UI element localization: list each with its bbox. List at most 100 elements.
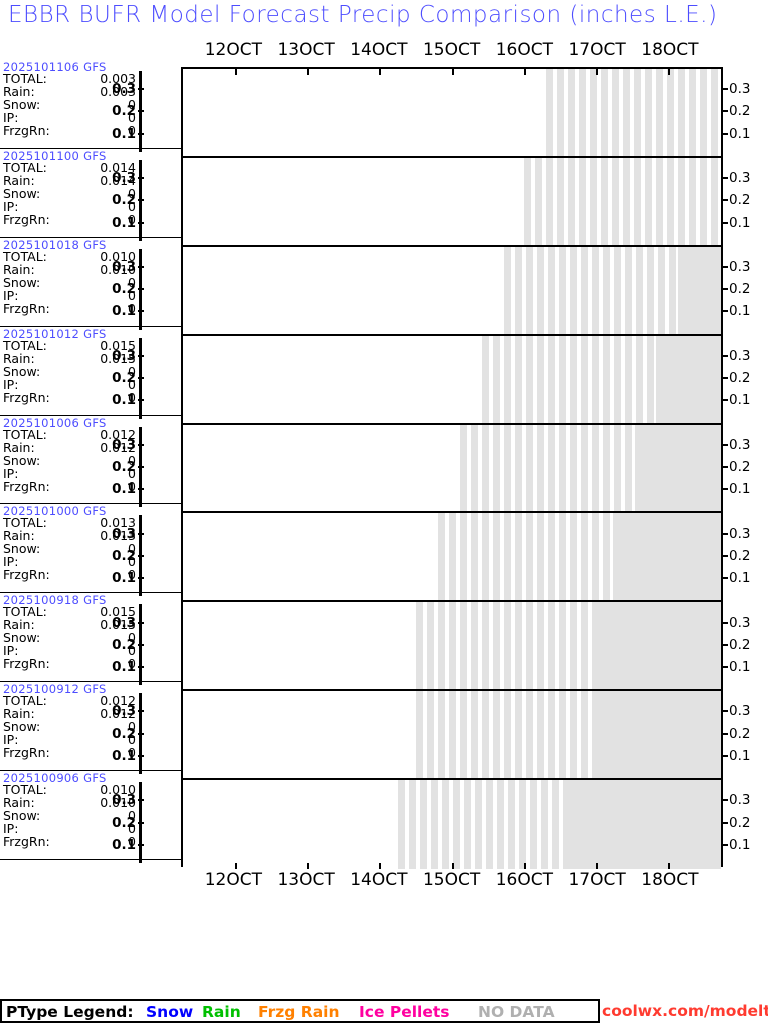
- y-tick-right-0.2: [723, 554, 728, 557]
- run-value-row-frzgrn: FrzgRn: 0: [3, 391, 136, 404]
- run-value-row-frzgrn: FrzgRn: 0: [3, 213, 136, 226]
- run-value-row-total: TOTAL: 0.010: [3, 783, 136, 796]
- run-value-label-total: TOTAL:: [3, 515, 47, 531]
- run-value-label-total: TOTAL:: [3, 71, 47, 86]
- run-value-label-total: TOTAL:: [3, 337, 47, 353]
- run-values-2025101000: TOTAL: 0.013 Rain: 0.013 Snow: 0 IP: 0 FrzgRn: 0: [3, 516, 136, 581]
- y-tick-right-0.2: [723, 110, 728, 113]
- y-label-right-0.2: 0.2: [729, 636, 751, 653]
- y-label-right-0.2: 0.2: [729, 814, 751, 831]
- run-value-label-total: TOTAL:: [3, 248, 47, 264]
- run-value-label-ip: IP:: [3, 376, 19, 392]
- run-info-block-2025101000: 2025101000 GFS TOTAL: 0.013 Rain: 0.013 Snow:…: [0, 504, 181, 594]
- y-label-left-0.2: 0.2: [112, 547, 136, 564]
- run-info-block-2025101106: 2025101106 GFS TOTAL: 0.003 Rain: 0.003 Snow:…: [0, 60, 181, 149]
- xtick-label-bottom-13oct: 13OCT: [277, 870, 335, 890]
- y-tick-left-0.3: [138, 354, 144, 357]
- legend-title: PType Legend:: [6, 1003, 134, 1021]
- y-axis-right-2025101000: 0.3 0.2 0.1: [723, 511, 768, 600]
- xtick-mark-top-17oct: [596, 69, 599, 75]
- y-axis-right-2025101100: 0.3 0.2 0.1: [723, 156, 768, 245]
- run-value-row-rain: Rain: 0.010: [3, 263, 136, 276]
- y-tick-left-0.2: [138, 288, 144, 291]
- y-tick-right-0.3: [723, 265, 728, 268]
- y-label-left-0.2: 0.2: [112, 370, 136, 387]
- run-value-label-snow: Snow:: [3, 363, 41, 379]
- run-value-label-total: TOTAL:: [3, 782, 47, 798]
- run-value-amount-total: 0.010: [100, 248, 136, 264]
- run-value-label-rain: Rain:: [3, 617, 35, 633]
- xtick-label-bottom-16oct: 16OCT: [495, 870, 554, 890]
- y-tick-left-0.3: [138, 88, 144, 91]
- run-value-row-ip: IP: 0: [3, 733, 136, 746]
- nodata-solid-region: [656, 335, 721, 423]
- y-label-left-0.1: 0.1: [112, 481, 136, 498]
- y-label-left-0.3: 0.3: [112, 170, 136, 187]
- run-value-amount-snow: 0: [128, 185, 136, 201]
- y-axis-right-2025101006: 0.3 0.2 0.1: [723, 423, 768, 512]
- run-info-block-2025100906: 2025100906 GFS TOTAL: 0.010 Rain: 0.010 Snow:…: [0, 771, 181, 860]
- run-value-label-snow: Snow:: [3, 185, 41, 201]
- y-axis-left-2025101106: 0.3 0.2 0.1: [100, 67, 144, 156]
- y-label-right-0.2: 0.2: [729, 103, 751, 120]
- run-values-2025100906: TOTAL: 0.010 Rain: 0.010 Snow: 0 IP: 0 FrzgRn: 0: [3, 783, 136, 848]
- run-value-amount-total: 0.003: [100, 71, 136, 86]
- nodata-striped-region: [416, 602, 592, 690]
- run-value-amount-ip: 0: [128, 287, 136, 303]
- y-label-left-0.2: 0.2: [112, 725, 136, 742]
- run-value-row-frzgrn: FrzgRn: 0: [3, 480, 136, 493]
- bottom-axis-labels: 12OCT 13OCT 14OCT 15OCT 16OCT 17OCT 18OCT: [181, 870, 723, 894]
- nodata-solid-region: [613, 513, 721, 601]
- run-value-amount-ip: 0: [128, 821, 136, 837]
- y-axis-left-2025100912: 0.3 0.2 0.1: [100, 689, 144, 778]
- run-value-row-rain: Rain: 0.010: [3, 796, 136, 809]
- y-tick-right-0.2: [723, 199, 728, 202]
- y-axis-left-2025101000: 0.3 0.2 0.1: [100, 511, 144, 600]
- y-tick-right-0.1: [723, 754, 728, 757]
- forecast-panel-plot-2025100912: [183, 691, 721, 781]
- forecast-panel-plot-2025100906: [183, 780, 721, 869]
- run-value-amount-snow: 0: [128, 719, 136, 735]
- nodata-solid-region: [570, 780, 721, 869]
- run-value-label-frzgrn: FrzgRn:: [3, 745, 50, 761]
- y-tick-right-0.3: [723, 621, 728, 624]
- y-label-right-0.2: 0.2: [729, 725, 751, 742]
- y-tick-left-0.2: [138, 643, 144, 646]
- run-value-row-snow: Snow: 0: [3, 542, 136, 555]
- y-axis-left-2025101100: 0.3 0.2 0.1: [100, 156, 144, 245]
- y-label-right-0.2: 0.2: [729, 192, 751, 209]
- y-label-right-0.1: 0.1: [729, 303, 751, 320]
- y-tick-left-0.1: [138, 399, 144, 402]
- y-tick-right-0.1: [723, 577, 728, 580]
- y-label-right-0.2: 0.2: [729, 458, 751, 475]
- run-value-label-ip: IP:: [3, 287, 19, 303]
- run-value-amount-ip: 0: [128, 732, 136, 748]
- y-label-right-0.3: 0.3: [729, 436, 751, 453]
- run-value-label-ip: IP:: [3, 643, 19, 659]
- run-value-amount-total: 0.010: [100, 782, 136, 798]
- y-label-right-0.3: 0.3: [729, 703, 751, 720]
- y-tick-right-0.3: [723, 177, 728, 180]
- run-value-label-ip: IP:: [3, 732, 19, 748]
- y-tick-right-0.2: [723, 732, 728, 735]
- run-value-amount-frzgrn: 0: [128, 567, 136, 583]
- y-tick-left-0.1: [138, 665, 144, 668]
- forecast-panel-plot-2025101106: [183, 69, 721, 158]
- y-tick-right-0.2: [723, 465, 728, 468]
- xtick-mark-top-16oct: [523, 69, 526, 75]
- credit-link[interactable]: coolwx.com/modelts: [602, 1002, 768, 1020]
- xtick-mark-bottom-18oct: [668, 862, 671, 869]
- run-info-block-2025100918: 2025100918 GFS TOTAL: 0.015 Rain: 0.015 Snow:…: [0, 593, 181, 683]
- run-value-row-rain: Rain: 0.003: [3, 85, 136, 98]
- run-value-label-snow: Snow:: [3, 719, 41, 735]
- run-value-amount-frzgrn: 0: [128, 478, 136, 494]
- run-value-label-snow: Snow:: [3, 808, 41, 824]
- y-tick-right-0.1: [723, 843, 728, 846]
- xtick-mark-bottom-12oct: [234, 862, 237, 869]
- run-value-row-snow: Snow: 0: [3, 98, 136, 111]
- y-tick-right-0.1: [723, 221, 728, 224]
- y-tick-right-0.3: [723, 710, 728, 713]
- run-values-2025100912: TOTAL: 0.012 Rain: 0.012 Snow: 0 IP: 0 FrzgRn: 0: [3, 694, 136, 759]
- run-value-amount-snow: 0: [128, 274, 136, 290]
- run-values-2025100918: TOTAL: 0.015 Rain: 0.015 Snow: 0 IP: 0 FrzgRn: 0: [3, 605, 136, 670]
